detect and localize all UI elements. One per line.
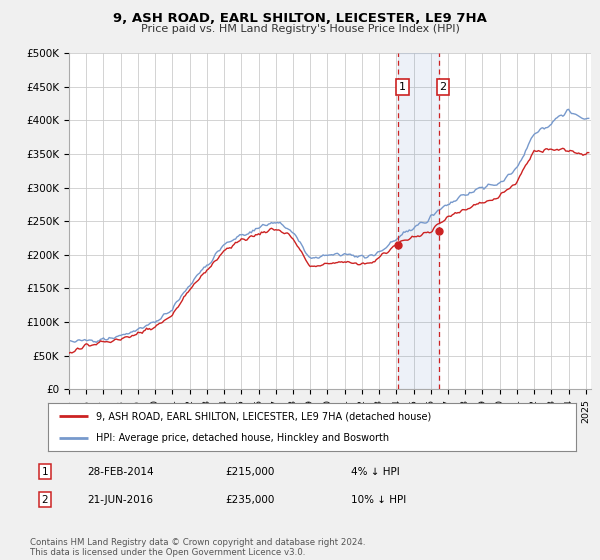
Text: £235,000: £235,000 (225, 494, 274, 505)
Text: 9, ASH ROAD, EARL SHILTON, LEICESTER, LE9 7HA: 9, ASH ROAD, EARL SHILTON, LEICESTER, LE… (113, 12, 487, 25)
Text: 1: 1 (399, 82, 406, 92)
Bar (398, 53, 439, 389)
Text: 2: 2 (41, 494, 49, 505)
Text: 21-JUN-2016: 21-JUN-2016 (87, 494, 153, 505)
Text: £215,000: £215,000 (225, 466, 274, 477)
Text: Contains HM Land Registry data © Crown copyright and database right 2024.
This d: Contains HM Land Registry data © Crown c… (30, 538, 365, 557)
Text: 2: 2 (440, 82, 446, 92)
Text: 9, ASH ROAD, EARL SHILTON, LEICESTER, LE9 7HA (detached house): 9, ASH ROAD, EARL SHILTON, LEICESTER, LE… (95, 411, 431, 421)
Text: Price paid vs. HM Land Registry's House Price Index (HPI): Price paid vs. HM Land Registry's House … (140, 24, 460, 34)
Text: 1: 1 (41, 466, 49, 477)
Text: 28-FEB-2014: 28-FEB-2014 (87, 466, 154, 477)
Text: HPI: Average price, detached house, Hinckley and Bosworth: HPI: Average price, detached house, Hinc… (95, 433, 389, 443)
Text: 10% ↓ HPI: 10% ↓ HPI (351, 494, 406, 505)
Text: 4% ↓ HPI: 4% ↓ HPI (351, 466, 400, 477)
